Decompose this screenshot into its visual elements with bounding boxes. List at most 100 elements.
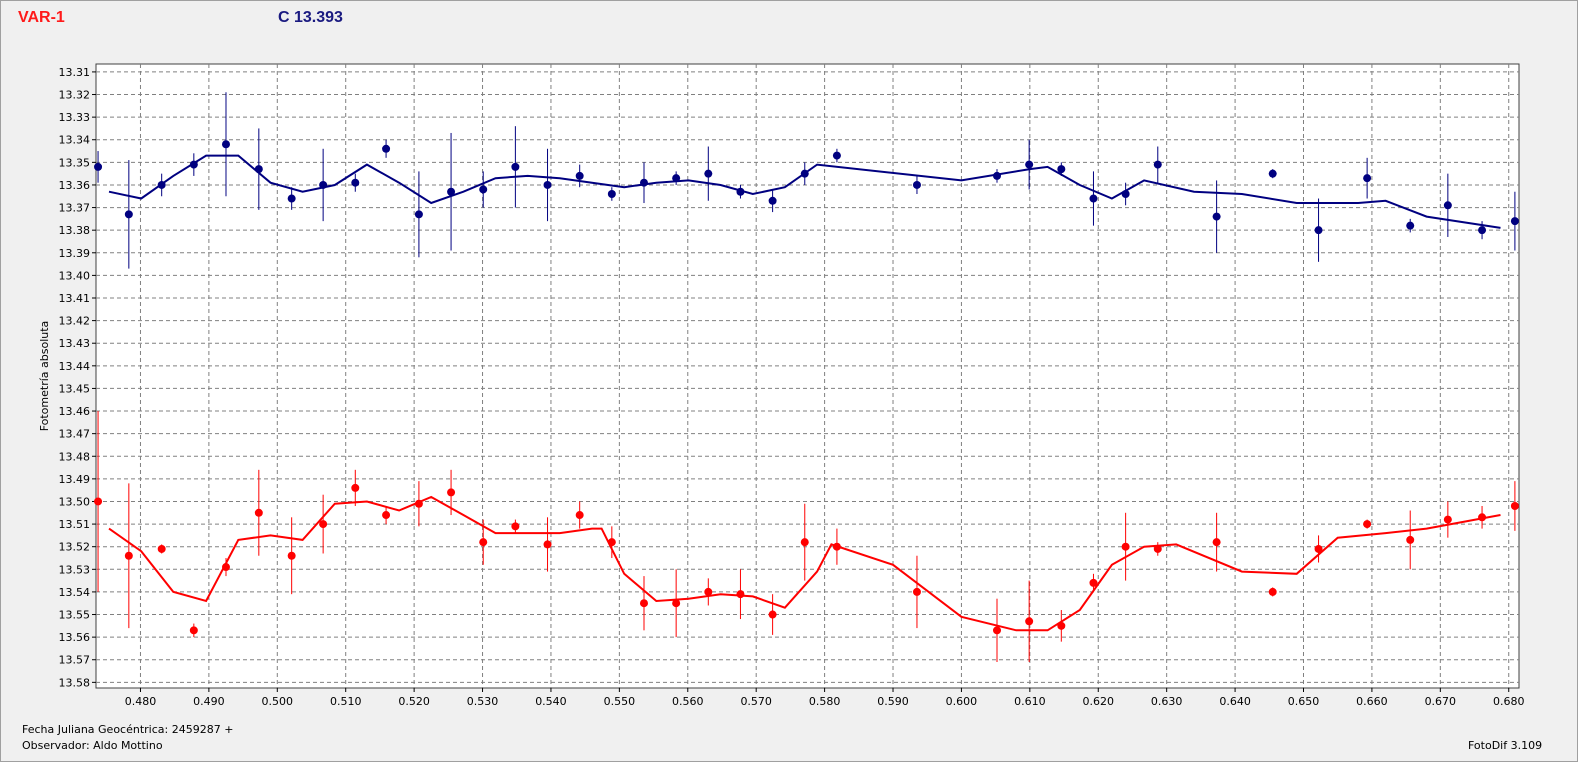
- x-tick-label: 0.620: [1083, 695, 1115, 708]
- data-point: [1363, 174, 1372, 183]
- julian-date-label: Fecha Juliana Geocéntrica: 2459287 +: [22, 723, 234, 736]
- x-tick-label: 0.590: [877, 695, 909, 708]
- data-point: [1121, 190, 1130, 198]
- y-tick-label: 13.46: [59, 405, 91, 418]
- x-tick-label: 0.610: [1014, 695, 1046, 708]
- x-tick-label: 0.520: [398, 695, 430, 708]
- data-point: [1153, 160, 1162, 169]
- data-point: [447, 187, 456, 196]
- x-tick-label: 0.560: [672, 695, 704, 708]
- data-point: [1268, 169, 1277, 178]
- x-tick-label: 0.630: [1151, 695, 1183, 708]
- data-point: [704, 587, 713, 596]
- y-tick-label: 13.55: [59, 609, 91, 622]
- data-point: [1212, 212, 1221, 221]
- x-tick-label: 0.480: [125, 695, 157, 708]
- y-tick-label: 13.35: [59, 156, 91, 169]
- data-point: [800, 538, 809, 547]
- data-point: [351, 178, 360, 187]
- data-point: [768, 610, 777, 619]
- data-point: [1510, 217, 1519, 226]
- data-point: [672, 174, 681, 183]
- data-point: [1025, 617, 1034, 626]
- data-point: [832, 151, 841, 160]
- data-point: [993, 626, 1002, 635]
- trend-line: [108, 495, 1501, 632]
- variable-series: [94, 411, 1519, 662]
- data-point: [1478, 226, 1487, 235]
- x-tick-label: 0.570: [740, 695, 772, 708]
- data-point: [1363, 520, 1372, 529]
- data-point: [189, 626, 198, 635]
- data-point: [157, 544, 166, 553]
- data-point: [607, 538, 616, 547]
- data-point: [287, 551, 296, 560]
- data-point: [319, 520, 328, 529]
- data-point: [221, 140, 230, 149]
- y-tick-label: 13.40: [59, 269, 91, 282]
- x-tick-label: 0.650: [1288, 695, 1320, 708]
- y-tick-label: 13.57: [59, 654, 91, 667]
- data-point: [1406, 535, 1415, 544]
- data-point: [1057, 165, 1066, 174]
- data-point: [447, 488, 456, 497]
- data-point: [736, 187, 745, 196]
- data-series: [94, 92, 1519, 662]
- data-point: [768, 196, 777, 205]
- data-point: [124, 210, 133, 219]
- y-axis-label: Fotometría absoluta: [38, 321, 51, 432]
- grid-lines: [96, 64, 1519, 688]
- y-tick-label: 13.45: [59, 382, 91, 395]
- data-point: [1268, 587, 1277, 596]
- data-point: [254, 508, 263, 517]
- data-point: [124, 551, 133, 560]
- data-point: [704, 169, 713, 178]
- data-point: [1025, 160, 1034, 169]
- comparison-series: [94, 92, 1519, 269]
- y-tick-label: 13.50: [59, 495, 91, 508]
- y-tick-label: 13.34: [59, 134, 91, 147]
- data-point: [1212, 538, 1221, 547]
- data-point: [543, 540, 552, 549]
- data-point: [511, 162, 520, 171]
- software-version-label: FotoDif 3.109: [1468, 739, 1543, 752]
- data-point: [800, 169, 809, 178]
- comparison-star-label: C 13.393: [278, 9, 343, 26]
- data-point: [287, 194, 296, 203]
- data-point: [912, 587, 921, 596]
- data-point: [94, 162, 103, 171]
- data-point: [1314, 544, 1323, 553]
- data-point: [672, 599, 681, 608]
- data-point: [414, 499, 423, 508]
- y-tick-label: 13.56: [59, 631, 91, 644]
- data-point: [94, 497, 103, 506]
- x-tick-label: 0.660: [1356, 695, 1388, 708]
- data-point: [1121, 542, 1130, 551]
- data-point: [1510, 502, 1519, 510]
- data-point: [382, 144, 391, 153]
- data-point: [575, 171, 584, 180]
- data-point: [1153, 544, 1162, 553]
- y-tick-label: 13.37: [59, 202, 91, 215]
- data-point: [1443, 201, 1452, 210]
- y-tick-label: 13.53: [59, 563, 91, 576]
- y-tick-label: 13.49: [59, 473, 91, 486]
- data-point: [511, 522, 520, 531]
- observer-label: Observador: Aldo Mottino: [22, 739, 163, 752]
- x-tick-label: 0.600: [946, 695, 978, 708]
- x-tick-label: 0.500: [262, 695, 294, 708]
- data-point: [639, 178, 648, 187]
- data-point: [157, 180, 166, 189]
- data-point: [607, 190, 616, 198]
- data-point: [1406, 221, 1415, 230]
- data-point: [254, 165, 263, 174]
- data-point: [382, 511, 391, 520]
- data-point: [1057, 621, 1066, 630]
- y-tick-label: 13.38: [59, 224, 91, 237]
- y-tick-label: 13.41: [59, 292, 91, 305]
- data-point: [575, 511, 584, 520]
- variable-star-label: VAR-1: [18, 9, 65, 26]
- data-point: [479, 185, 488, 194]
- y-tick-label: 13.32: [59, 89, 91, 102]
